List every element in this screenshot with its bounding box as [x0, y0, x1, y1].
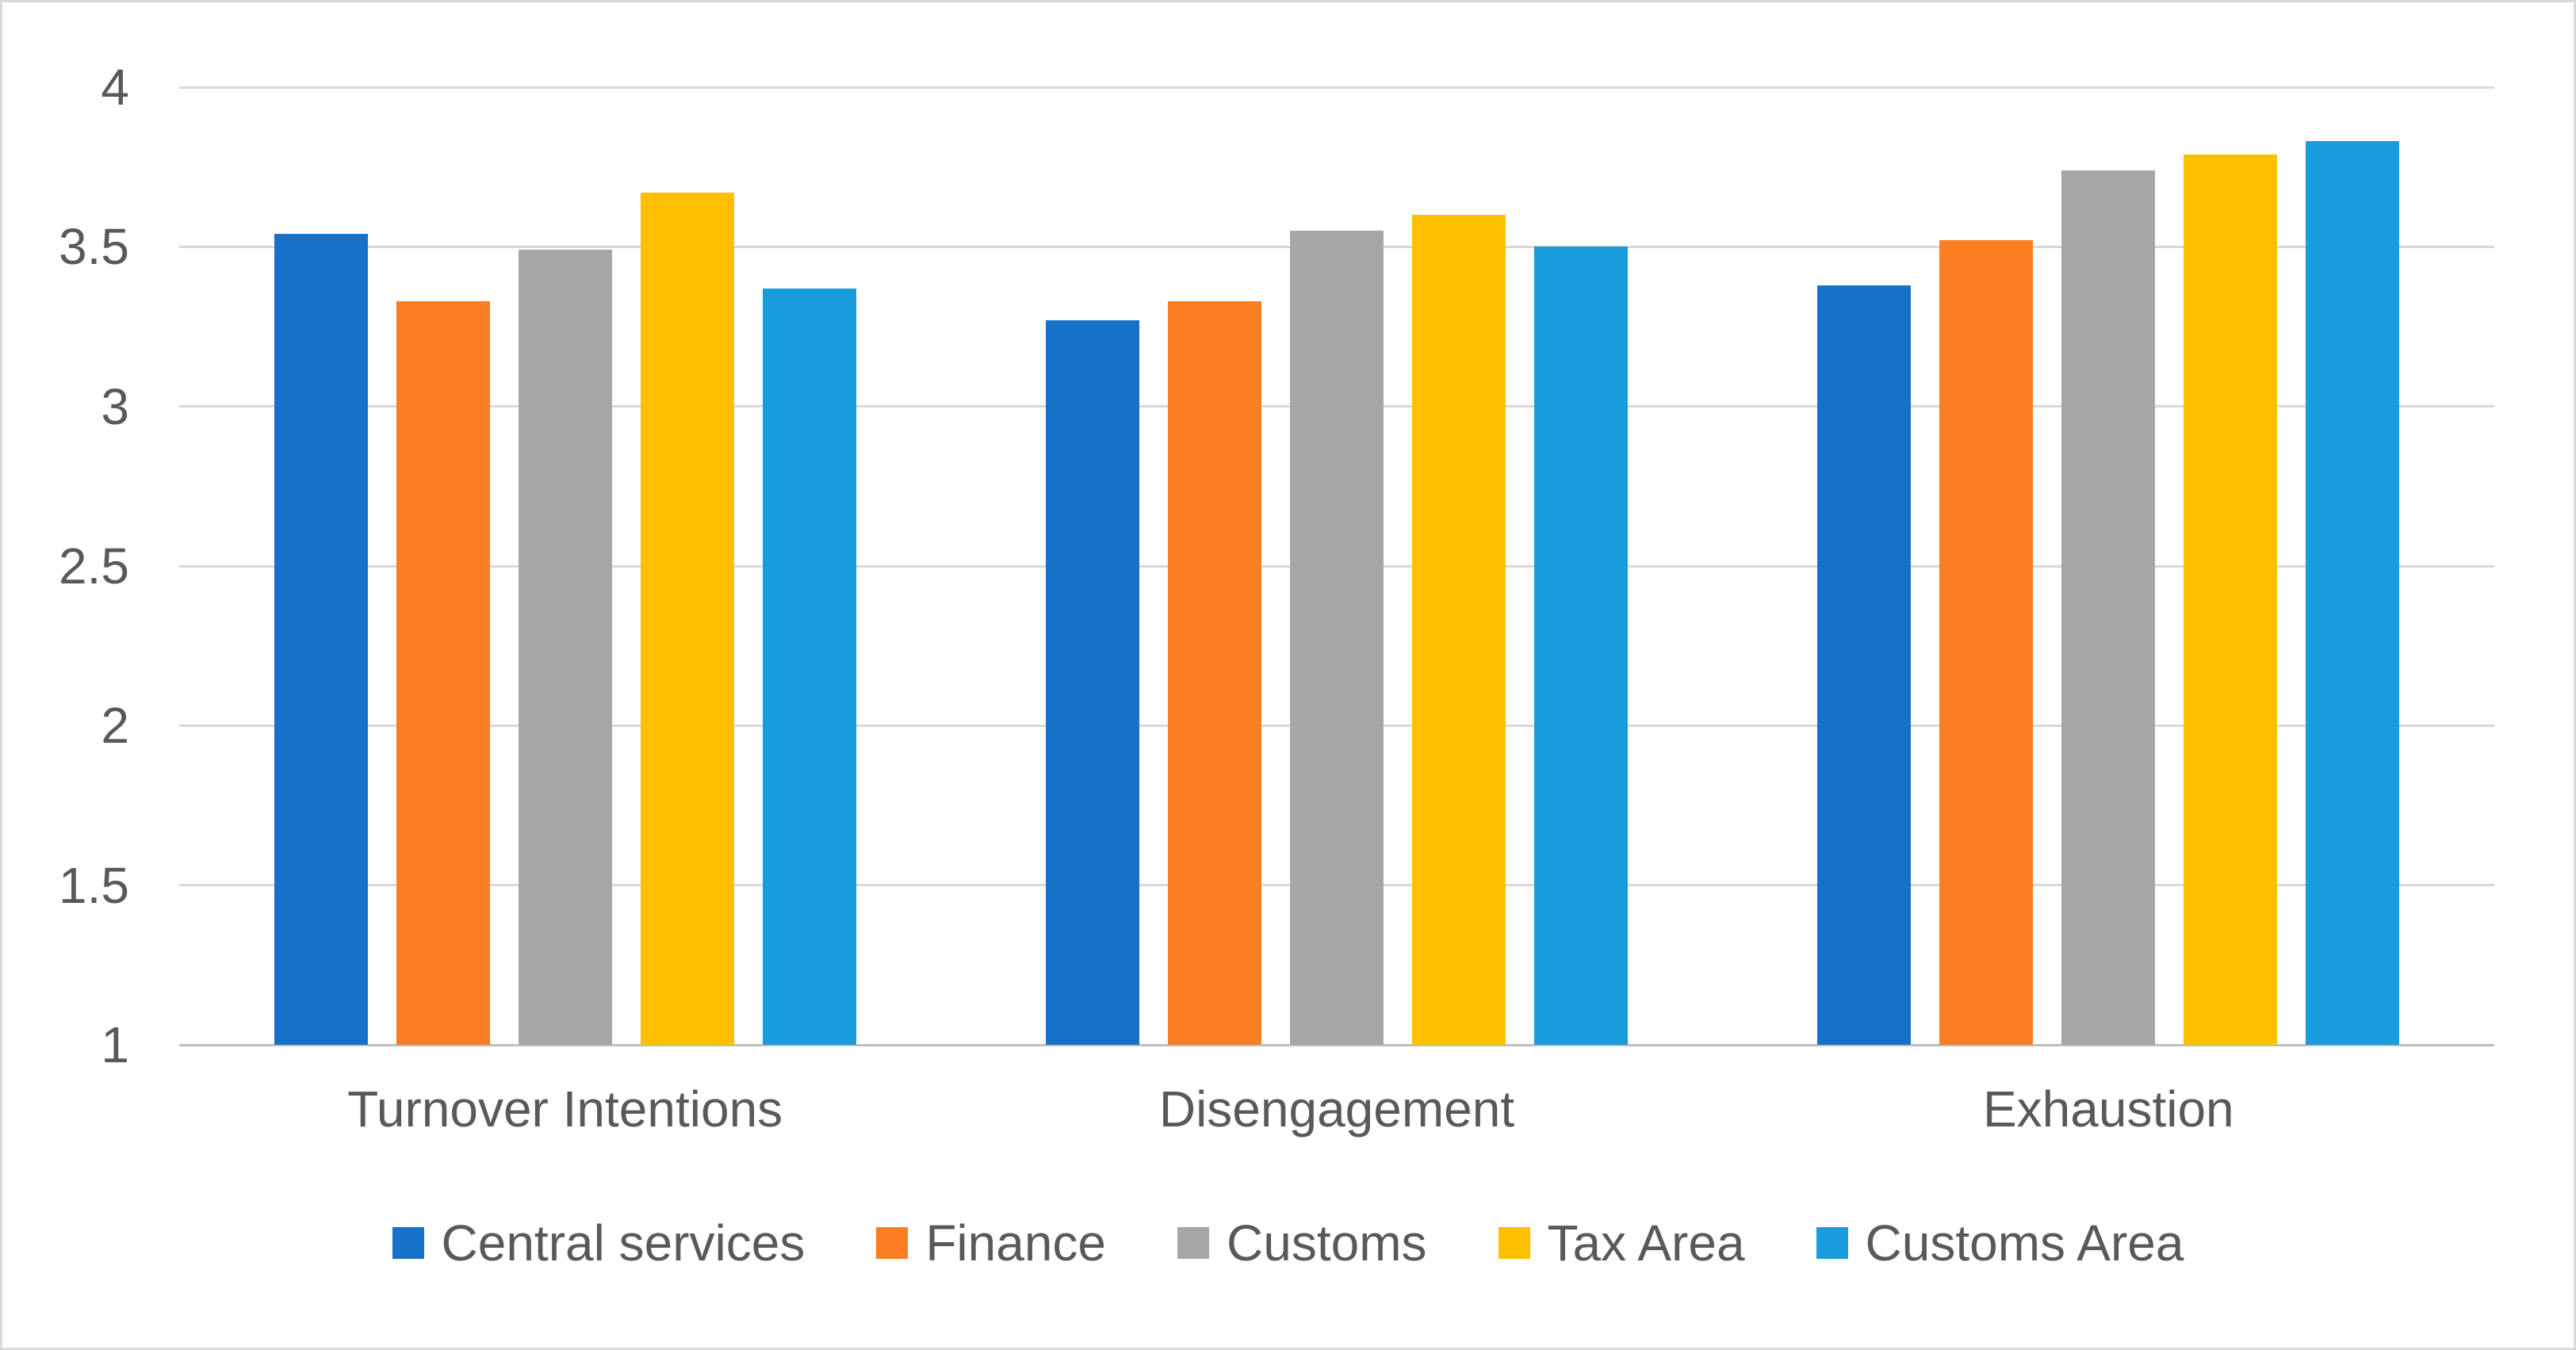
bar-finance-disengagement [1168, 300, 1261, 1045]
bar-central-services-turnover-intentions [274, 234, 368, 1045]
legend-label: Customs Area [1865, 1214, 2184, 1272]
legend-swatch-icon [392, 1227, 424, 1259]
y-tick-label: 4 [101, 59, 129, 116]
legend-label: Customs [1227, 1214, 1427, 1272]
y-tick-label: 1 [101, 1016, 129, 1073]
legend-label: Tax Area [1547, 1214, 1745, 1272]
legend-swatch-icon [1498, 1227, 1530, 1259]
bar-tax-area-disengagement [1412, 215, 1506, 1045]
x-axis-line [179, 1043, 2494, 1046]
bar-customs-area-exhaustion [2306, 141, 2400, 1045]
y-tick-label: 2 [101, 697, 129, 755]
y-tick-label: 3 [101, 377, 129, 435]
bar-tax-area-turnover-intentions [640, 192, 734, 1045]
gridline [179, 86, 2494, 89]
bar-central-services-disengagement [1046, 319, 1139, 1045]
bar-tax-area-exhaustion [2184, 154, 2278, 1045]
bar-finance-turnover-intentions [396, 300, 490, 1045]
bar-customs-area-disengagement [1534, 247, 1628, 1045]
legend: Central services Finance Customs Tax Area Cu… [2, 1207, 2574, 1279]
x-category-label: Disengagement [1158, 1080, 1515, 1138]
bar-customs-disengagement [1290, 231, 1384, 1045]
y-tick-label: 2.5 [59, 537, 129, 595]
legend-item-finance: Finance [876, 1218, 1106, 1268]
legend-swatch-icon [1177, 1227, 1210, 1259]
legend-item-tax-area: Tax Area [1498, 1214, 1745, 1272]
bar-central-services-exhaustion [1817, 285, 1912, 1045]
legend-label: Finance [925, 1214, 1107, 1272]
y-tick-label: 1.5 [59, 856, 129, 914]
x-category-label: Exhaustion [1982, 1080, 2234, 1138]
x-axis: Turnover Intentions Disengagement Exhausti… [179, 1079, 2494, 1150]
y-tick-label: 3.5 [59, 218, 129, 276]
legend-swatch-icon [1816, 1227, 1848, 1259]
legend-swatch-icon [876, 1227, 909, 1259]
bar-customs-area-turnover-intentions [762, 288, 856, 1045]
bar-finance-exhaustion [1939, 240, 2034, 1045]
legend-item-central-services: Central services [392, 1214, 806, 1272]
bar-customs-exhaustion [2061, 170, 2156, 1045]
legend-label: Central services [441, 1214, 806, 1272]
legend-item-customs: Customs [1177, 1218, 1427, 1268]
y-axis: 1 1.5 2 2.5 3 3.5 4 [26, 62, 129, 1070]
bar-customs-turnover-intentions [518, 250, 612, 1045]
x-category-label: Turnover Intentions [347, 1080, 783, 1138]
legend-item-customs-area: Customs Area [1816, 1218, 2184, 1268]
plot-area [179, 86, 2494, 1046]
